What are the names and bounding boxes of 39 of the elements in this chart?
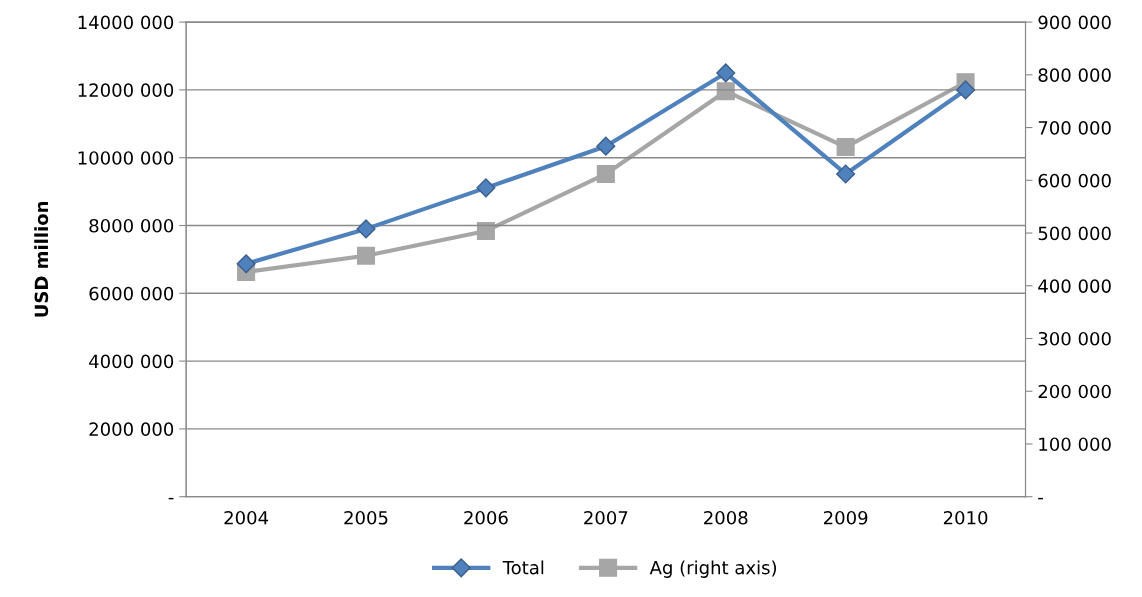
- y2-tick-label: 700 000: [1038, 121, 1111, 135]
- y-tick-label: 4000 000: [89, 354, 174, 369]
- x-tick-label: 2010: [943, 510, 988, 525]
- x-tick-label: 2007: [584, 510, 628, 525]
- y2-tick-label: 400 000: [1038, 279, 1111, 293]
- point: [596, 136, 616, 156]
- x-tick-label: 2008: [704, 510, 748, 525]
- point: [476, 221, 495, 240]
- y2-tick-label: -: [1038, 497, 1043, 500]
- point: [356, 246, 376, 265]
- y2-tick-label: 100 000: [1039, 437, 1111, 452]
- y-tick-label: -: [168, 497, 174, 500]
- point: [356, 219, 376, 239]
- point: [836, 138, 855, 157]
- y2-tick-label: 600 000: [1038, 173, 1111, 188]
- y-tick-label: 2000 000: [89, 422, 174, 437]
- y-tick-label: 10000 000: [78, 151, 174, 165]
- y2-tick-label: 300 000: [1038, 331, 1111, 346]
- y-tick-label: 12000 000: [78, 83, 174, 98]
- point: [956, 80, 976, 100]
- y-tick-label: 14000 000: [78, 15, 174, 30]
- y-axis-title: USD million: [34, 201, 49, 317]
- x-tick-label: 2006: [464, 510, 508, 525]
- x-tick-label: 2004: [224, 510, 269, 525]
- point: [836, 164, 856, 184]
- point: [716, 63, 736, 83]
- y2-tick-label: 200 000: [1038, 384, 1111, 399]
- point: [596, 164, 615, 183]
- point: [476, 178, 496, 198]
- point: [236, 254, 256, 274]
- y-tick-label: 8000 000: [89, 218, 174, 233]
- y2-tick-label: 800 000: [1038, 68, 1111, 82]
- x-tick-label: 2009: [824, 510, 868, 525]
- y-tick-label: 6000 000: [89, 286, 174, 301]
- y2-tick-label: 900 000: [1038, 15, 1111, 30]
- legend-label: Total: [502, 560, 544, 575]
- y2-tick-label: 500 000: [1038, 226, 1111, 241]
- legend-label: Ag (right axis): [649, 560, 777, 578]
- x-tick-label: 2005: [344, 510, 388, 525]
